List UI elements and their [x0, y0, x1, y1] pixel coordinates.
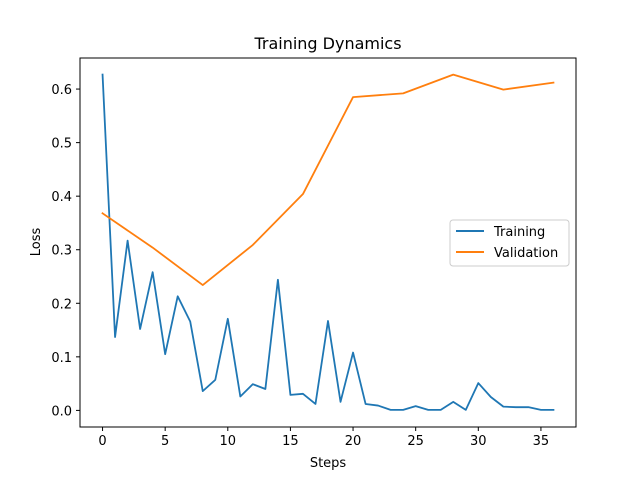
x-tick-label: 5: [161, 434, 169, 449]
x-tick-label: 25: [407, 434, 424, 449]
x-tick-label: 15: [282, 434, 299, 449]
x-tick-label: 10: [220, 434, 237, 449]
y-axis: 0.0 0.1 0.2 0.3 0.4 0.5 0.6: [51, 83, 80, 419]
plot-area: [79, 57, 577, 428]
x-axis: 0 5 10 15 20 25 30 35: [98, 427, 549, 449]
axes-frame: [79, 57, 577, 428]
y-axis-title: Loss: [29, 228, 44, 257]
x-tick-label: 0: [98, 434, 106, 449]
legend-label-training: Training: [493, 225, 545, 240]
y-tick-label: 0.0: [51, 404, 72, 419]
x-tick-label: 30: [470, 434, 487, 449]
legend: Training Validation: [449, 219, 570, 267]
y-tick-label: 0.6: [51, 83, 72, 98]
y-tick-label: 0.5: [51, 137, 72, 152]
x-axis-title: Steps: [310, 456, 347, 471]
x-tick-label: 20: [345, 434, 362, 449]
series-line-validation: [101, 73, 555, 286]
legend-label-validation: Validation: [494, 246, 558, 261]
y-tick-label: 0.4: [51, 190, 72, 205]
series-layer: [101, 73, 555, 411]
y-tick-label: 0.1: [51, 351, 72, 366]
series-line-training: [101, 73, 555, 411]
y-tick-label: 0.3: [51, 244, 72, 259]
chart-title: Training Dynamics: [253, 34, 401, 53]
y-tick-label: 0.2: [51, 297, 72, 312]
x-tick-label: 35: [533, 434, 550, 449]
